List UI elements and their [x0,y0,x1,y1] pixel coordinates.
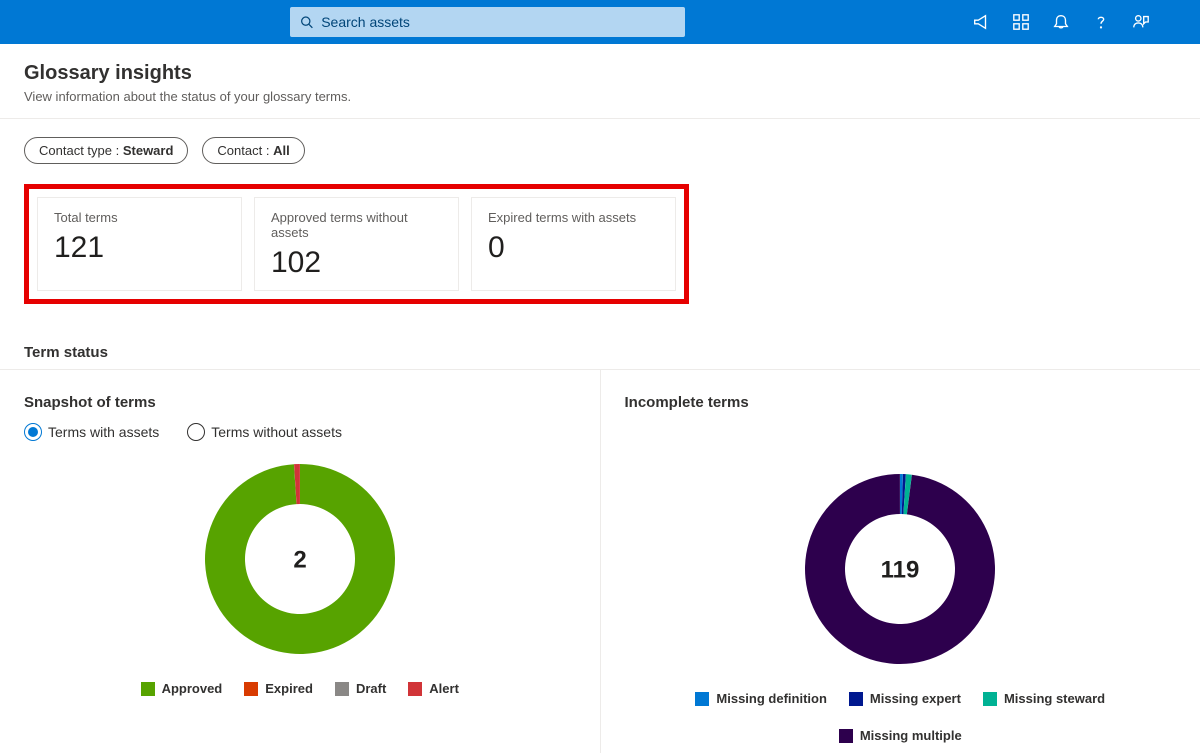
snapshot-radio-row: Terms with assets Terms without assets [24,423,576,441]
topbar-icon-group [972,13,1150,31]
radio-terms-without-assets-label: Terms without assets [211,424,342,440]
incomplete-legend: Missing definition Missing expert Missing … [625,691,1177,743]
feedback-icon[interactable] [1132,13,1150,31]
radio-terms-without-assets[interactable]: Terms without assets [187,423,342,441]
term-status-heading: Term status [24,344,1176,361]
legend-label: Missing definition [716,691,827,706]
kpi-expired-with-assets-label: Expired terms with assets [488,210,659,225]
legend-item: Missing steward [983,691,1105,706]
kpi-total-terms: Total terms 121 [37,197,242,291]
legend-swatch [849,692,863,706]
page-subtitle: View information about the status of you… [24,89,1176,104]
radio-terms-with-assets[interactable]: Terms with assets [24,423,159,441]
spacer [625,423,1177,469]
legend-item: Expired [244,681,313,696]
filter-contact-label: Contact : [217,143,269,158]
filter-pill-row: Contact type : Steward Contact : All [24,137,1176,164]
legend-label: Draft [356,681,386,696]
legend-swatch [335,682,349,696]
incomplete-donut-chart: 119 [625,469,1177,669]
kpi-approved-no-assets-label: Approved terms without assets [271,210,442,240]
radio-circle-checked-icon [24,423,42,441]
bell-icon[interactable] [1052,13,1070,31]
filter-contact-value: All [273,143,290,158]
legend-item: Missing multiple [839,728,962,743]
search-icon [300,15,313,29]
legend-swatch [839,729,853,743]
charts-row: Snapshot of terms Terms with assets Term… [0,369,1200,753]
kpi-approved-no-assets-value: 102 [271,246,442,280]
legend-item: Approved [141,681,223,696]
filter-contact-type-label: Contact type : [39,143,119,158]
legend-label: Missing expert [870,691,961,706]
legend-item: Missing definition [695,691,827,706]
kpi-approved-no-assets: Approved terms without assets 102 [254,197,459,291]
svg-text:119: 119 [881,556,920,583]
snapshot-panel: Snapshot of terms Terms with assets Term… [0,370,600,753]
divider [0,118,1200,119]
announce-icon[interactable] [972,13,990,31]
filter-contact-type[interactable]: Contact type : Steward [24,137,188,164]
legend-item: Alert [408,681,459,696]
incomplete-panel: Incomplete terms 119 Missing definitionM… [600,370,1200,753]
kpi-expired-with-assets-value: 0 [488,231,659,265]
svg-text:2: 2 [293,546,306,573]
top-bar [0,0,1200,44]
radio-circle-icon [187,423,205,441]
snapshot-title: Snapshot of terms [24,394,576,411]
search-box[interactable] [290,7,685,37]
kpi-total-terms-label: Total terms [54,210,225,225]
snapshot-legend: Approved Expired Draft Alert [24,681,576,696]
kpi-total-terms-value: 121 [54,231,225,265]
page-title: Glossary insights [24,62,1176,85]
kpi-expired-with-assets: Expired terms with assets 0 [471,197,676,291]
search-input[interactable] [321,14,675,30]
legend-label: Missing steward [1004,691,1105,706]
legend-label: Missing multiple [860,728,962,743]
help-icon[interactable] [1092,13,1110,31]
filter-contact-type-value: Steward [123,143,174,158]
filter-contact[interactable]: Contact : All [202,137,304,164]
legend-swatch [141,682,155,696]
legend-label: Alert [429,681,459,696]
radio-terms-with-assets-label: Terms with assets [48,424,159,440]
legend-swatch [983,692,997,706]
search-container [290,7,685,37]
kpi-highlight: Total terms 121 Approved terms without a… [24,184,689,304]
snapshot-donut-chart: 2 [24,459,576,659]
legend-swatch [244,682,258,696]
legend-swatch [695,692,709,706]
page-body: Glossary insights View information about… [0,44,1200,753]
legend-label: Approved [162,681,223,696]
apps-icon[interactable] [1012,13,1030,31]
legend-item: Missing expert [849,691,961,706]
incomplete-title: Incomplete terms [625,394,1177,411]
legend-item: Draft [335,681,386,696]
legend-label: Expired [265,681,313,696]
legend-swatch [408,682,422,696]
